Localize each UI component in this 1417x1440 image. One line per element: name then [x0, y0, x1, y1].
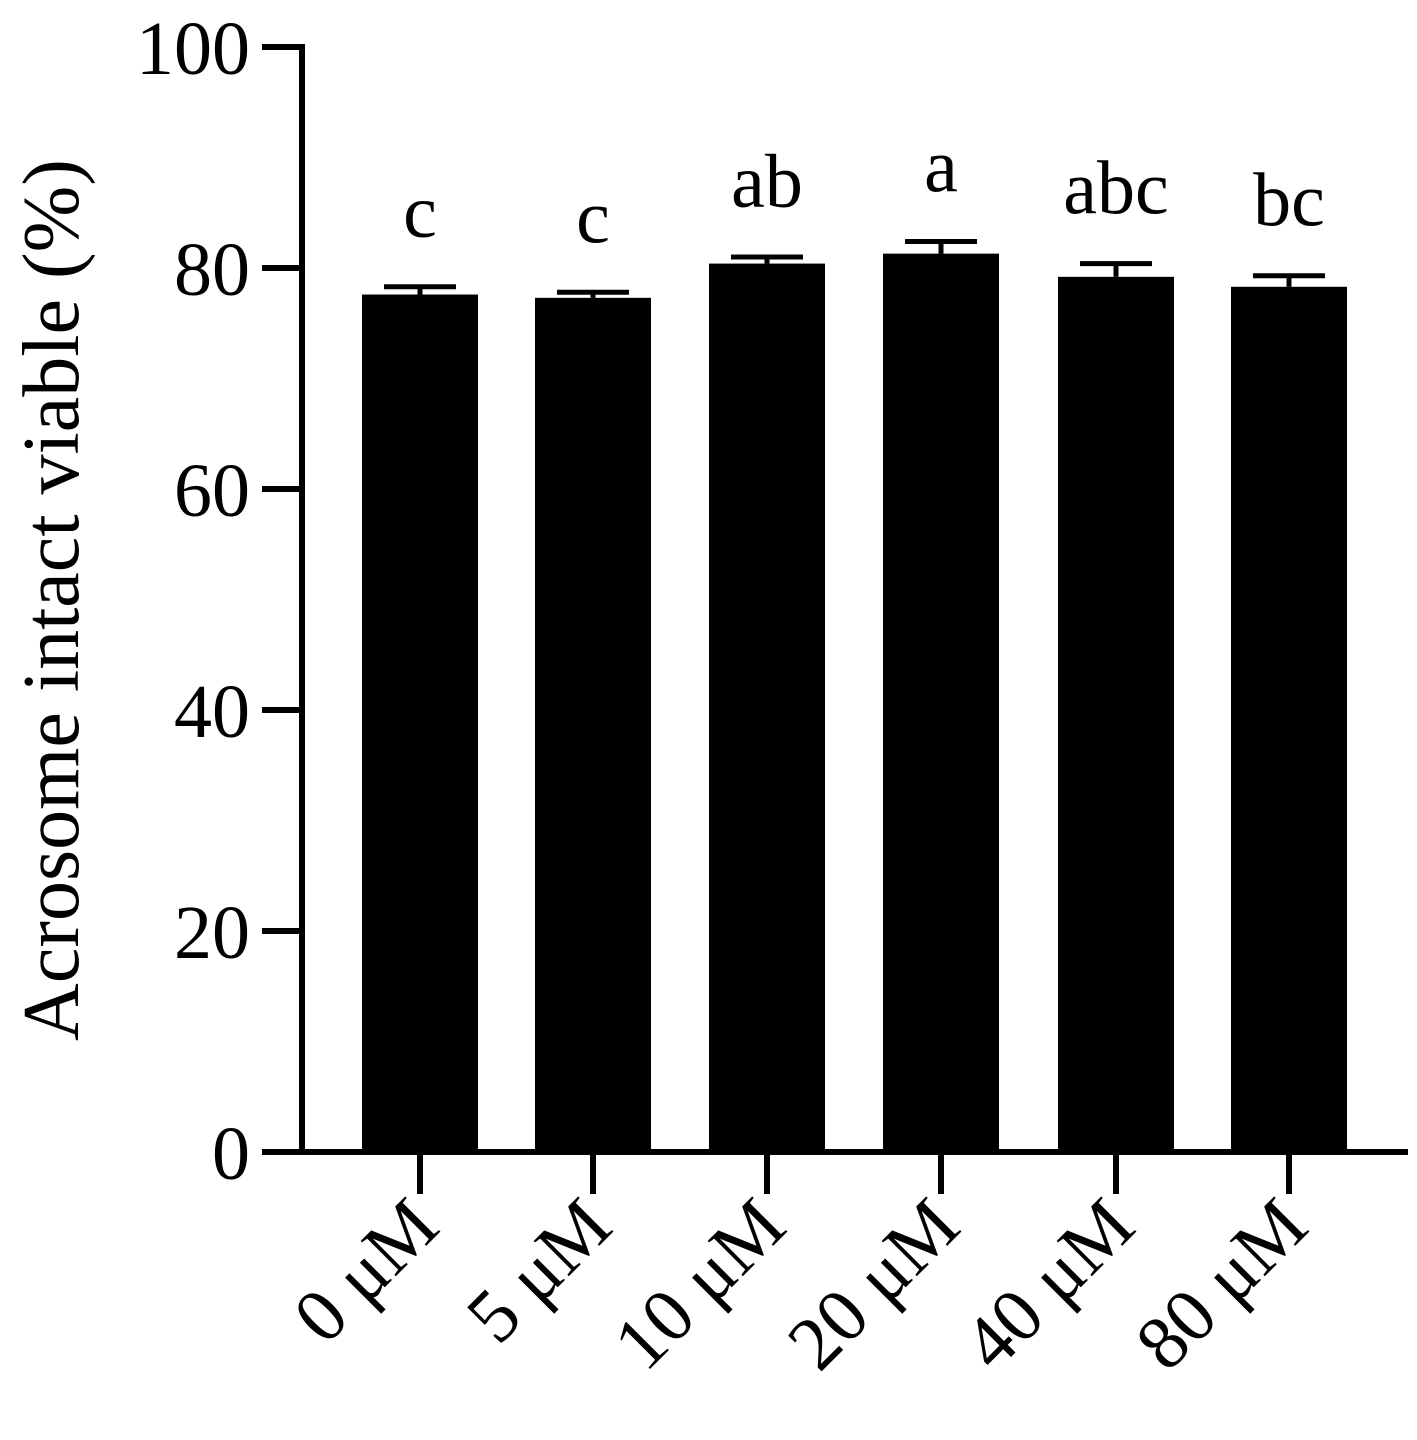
significance-letter: ab — [731, 140, 803, 224]
significance-letter: c — [576, 175, 610, 259]
y-tick-label: 60 — [174, 449, 250, 533]
y-tick-label: 20 — [174, 891, 250, 975]
bars — [362, 238, 1347, 1153]
x-tick-label: 20 μM — [772, 1183, 975, 1386]
bar — [535, 297, 651, 1153]
y-tick-label: 0 — [212, 1112, 250, 1196]
x-tick-label: 40 μM — [947, 1183, 1150, 1386]
y-axis-title: Acrosome intact viable (%) — [8, 159, 96, 1041]
y-tick-label: 40 — [174, 670, 250, 754]
x-tick-label: 0 μM — [278, 1183, 454, 1359]
axes: 0 20 40 60 80 100 — [136, 7, 1408, 1196]
y-tick-label: 100 — [136, 7, 250, 91]
bar — [362, 294, 478, 1152]
bar — [1231, 286, 1347, 1152]
significance-letter: bc — [1253, 159, 1325, 243]
significance-letter: abc — [1063, 147, 1168, 231]
significance-letter: c — [403, 170, 437, 254]
significance-letter: a — [924, 124, 958, 208]
bar — [883, 253, 999, 1152]
x-tick-label: 5 μM — [451, 1183, 627, 1359]
x-tick-label: 10 μM — [598, 1183, 801, 1386]
y-tick-label: 80 — [174, 228, 250, 312]
bar — [709, 263, 825, 1153]
bar — [1058, 276, 1174, 1153]
x-tick-label: 80 μM — [1120, 1183, 1323, 1386]
